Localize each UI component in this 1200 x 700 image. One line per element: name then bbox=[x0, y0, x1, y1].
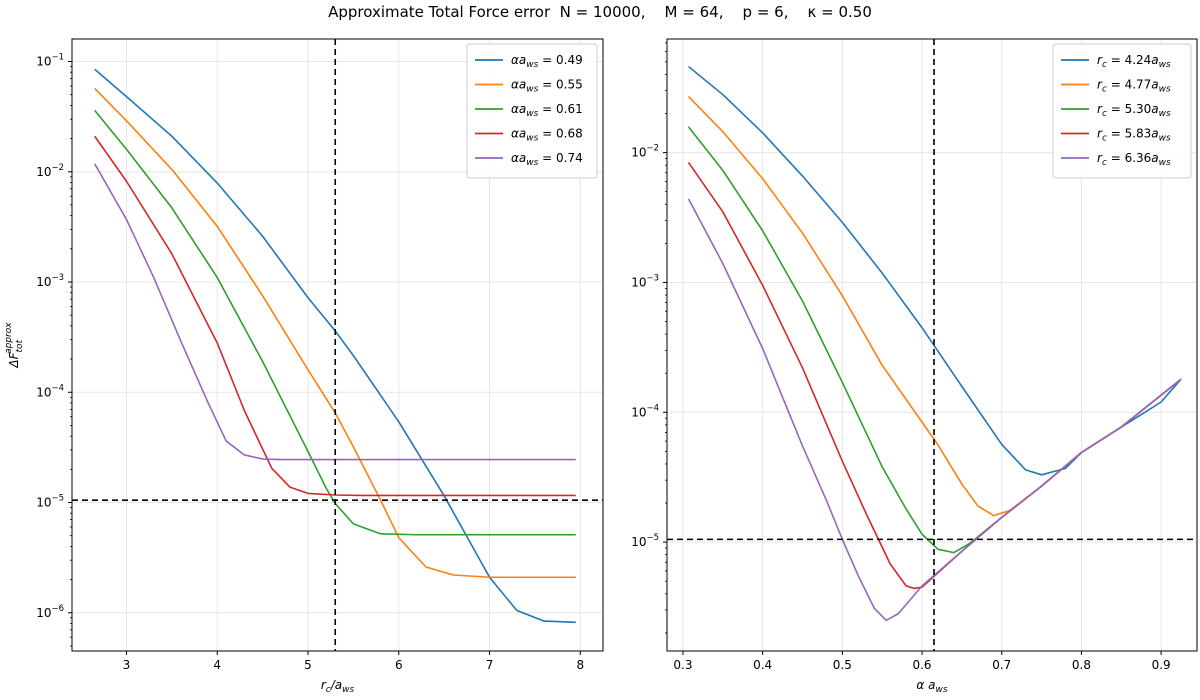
legend-label: rc = 6.36aws bbox=[1097, 151, 1171, 168]
x-tick-label: 6 bbox=[395, 658, 403, 672]
x-tick-label: 4 bbox=[213, 658, 221, 672]
x-tick-label: 0.4 bbox=[753, 658, 772, 672]
y-tick-label: 10−3 bbox=[631, 273, 659, 289]
y-tick-label: 10−1 bbox=[36, 53, 64, 69]
x-tick-label: 0.8 bbox=[1072, 658, 1091, 672]
x-axis-label: α aws bbox=[916, 678, 947, 695]
legend: rc = 4.24aws rc = 4.77aws rc = 5.30aws rc =… bbox=[1052, 43, 1192, 179]
x-tick-label: 7 bbox=[486, 658, 494, 672]
legend-label: αaws = 0.74 bbox=[511, 151, 583, 168]
x-tick-label: 8 bbox=[576, 658, 584, 672]
legend-label: rc = 4.77aws bbox=[1097, 78, 1171, 95]
y-tick-label: 10−4 bbox=[631, 403, 659, 419]
legend-label: αaws = 0.49 bbox=[511, 53, 583, 70]
series-line-5 bbox=[687, 198, 1182, 622]
x-tick-label: 3 bbox=[123, 658, 131, 672]
x-tick-label: 5 bbox=[304, 658, 312, 672]
legend-label: rc = 5.30aws bbox=[1097, 102, 1171, 119]
y-tick-label: 10−5 bbox=[36, 494, 64, 510]
y-tick-label: 10−4 bbox=[36, 383, 64, 399]
series-line-1 bbox=[94, 68, 576, 624]
legend-box bbox=[466, 43, 598, 179]
legend-label: αaws = 0.55 bbox=[511, 78, 583, 95]
legend-label: αaws = 0.61 bbox=[511, 102, 583, 119]
y-tick-label: 10−2 bbox=[36, 163, 64, 179]
axes-frame bbox=[666, 38, 1198, 652]
left-panel: 3 4 5 6 7 8 10−6 10−5 10−4 10−3 10−2 10−1 rc/aws ΔFto… bbox=[4, 38, 604, 695]
series-line-3 bbox=[94, 109, 576, 536]
legend-label: rc = 4.24aws bbox=[1097, 53, 1171, 70]
y-axis-label: ΔFtotapprox bbox=[4, 322, 25, 369]
legend-label: αaws = 0.68 bbox=[511, 127, 583, 144]
y-tick-label: 10−5 bbox=[631, 533, 659, 549]
legend: αaws = 0.49 αaws = 0.55 αaws = 0.61 αaws = … bbox=[466, 43, 598, 179]
x-tick-label: 0.5 bbox=[833, 658, 852, 672]
legend-box bbox=[1052, 43, 1192, 179]
x-tick-label: 0.7 bbox=[992, 658, 1011, 672]
right-panel: 0.3 0.4 0.5 0.6 0.7 0.8 0.9 10−5 10−4 10−3 10−2 α a… bbox=[631, 38, 1198, 695]
x-tick-label: 0.9 bbox=[1152, 658, 1171, 672]
y-tick-label: 10−2 bbox=[631, 144, 659, 160]
series-line-2 bbox=[94, 87, 576, 579]
series-line-4 bbox=[94, 135, 576, 497]
y-tick-label: 10−6 bbox=[36, 604, 64, 620]
legend-label: rc = 5.83aws bbox=[1097, 127, 1171, 144]
x-axis-label: rc/aws bbox=[321, 678, 355, 695]
figure-title: Approximate Total Force error N = 10000,… bbox=[328, 3, 872, 21]
series-line-5 bbox=[93, 163, 576, 461]
axes-frame bbox=[71, 38, 604, 652]
y-tick-label: 10−3 bbox=[36, 273, 64, 289]
x-tick-label: 0.6 bbox=[912, 658, 931, 672]
x-tick-label: 0.3 bbox=[673, 658, 692, 672]
